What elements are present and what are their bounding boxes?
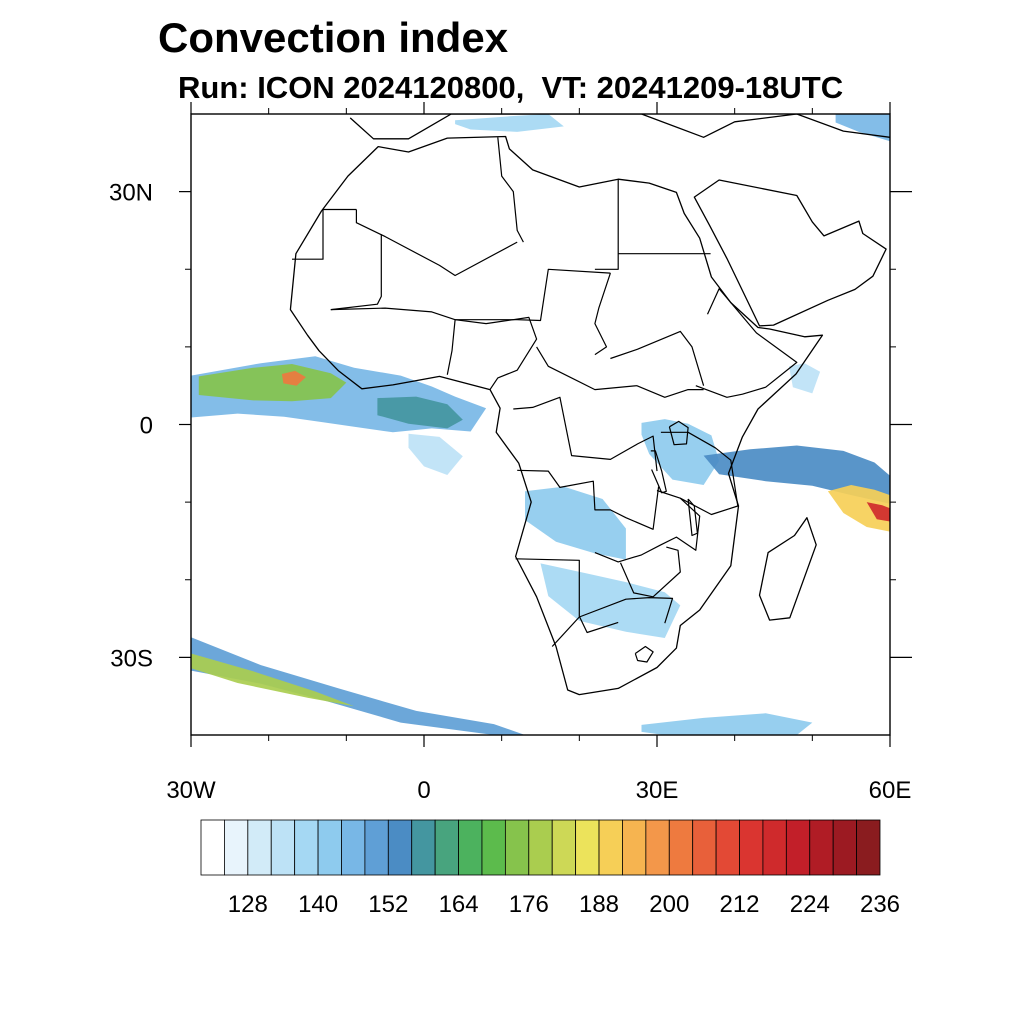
colorbar-box	[317, 819, 342, 876]
coastline-africa-coastline	[289, 135, 824, 696]
map-outlines	[289, 114, 890, 696]
colorbar-box	[200, 819, 225, 876]
colorbar-box	[715, 819, 740, 876]
colorbar-box	[247, 819, 272, 876]
border-border-algeria-libya	[497, 137, 524, 243]
field-northeast-corner	[835, 114, 890, 142]
field-indian-ocean-peak	[866, 502, 890, 522]
border-border-south-africa	[551, 596, 674, 647]
colorbar-label: 164	[439, 891, 479, 918]
border-border-nigeria	[446, 316, 538, 390]
border-border-congo-basin	[513, 396, 658, 472]
border-border-drc-angola	[517, 469, 660, 530]
field-atlantic-tail	[408, 433, 463, 475]
colorbar-box	[856, 819, 881, 876]
chart-title: Convection index	[158, 14, 509, 61]
border-border-cameroon-car	[536, 346, 704, 398]
border-border-namibia-botswana	[515, 558, 619, 634]
colorbar-box	[809, 819, 834, 876]
border-border-western-sahara	[292, 208, 357, 260]
colorbar-box	[434, 819, 459, 876]
border-border-ethiopia	[695, 288, 798, 398]
colorbar-box	[668, 819, 694, 876]
field-southern-storm-track	[191, 637, 525, 735]
colorbar-box	[528, 819, 553, 876]
colorbar: 128 140 152 164 176 188 200 212 224 236	[200, 819, 900, 918]
x-tick-label: 30W	[166, 777, 216, 804]
convection-fields	[191, 114, 890, 735]
coastline-iberia-europe-edge	[349, 114, 890, 140]
colorbar-box	[832, 819, 857, 876]
y-tick-label: 0	[140, 413, 153, 440]
colorbar-box	[739, 819, 764, 876]
colorbar-box	[598, 819, 623, 876]
colorbar-box	[411, 819, 436, 876]
x-tick-label: 0	[417, 777, 430, 804]
border-lake-malawi	[687, 498, 699, 537]
colorbar-label: 200	[649, 891, 689, 918]
colorbar-label: 128	[228, 891, 268, 918]
field-mediterranean	[455, 114, 564, 132]
colorbar-box	[481, 819, 506, 876]
colorbar-box	[270, 819, 296, 876]
colorbar-box	[785, 819, 811, 876]
border-lake-victoria	[668, 420, 689, 446]
colorbar-box	[364, 819, 389, 876]
colorbar-box	[622, 819, 647, 876]
field-somali-coast	[789, 363, 821, 394]
plot-frame	[190, 113, 891, 736]
border-border-chad-sudan	[594, 272, 611, 356]
colorbar-box	[294, 819, 319, 876]
colorbar-box	[504, 819, 530, 876]
colorbar-label: 236	[860, 891, 900, 918]
colorbar-box	[224, 819, 249, 876]
colorbar-label: 140	[298, 891, 338, 918]
border-lesotho	[634, 645, 654, 663]
coastline-madagascar	[758, 517, 817, 621]
field-angola-zambia	[525, 486, 626, 560]
border-border-zambia-mozambique	[594, 497, 701, 563]
colorbar-box	[341, 819, 366, 876]
field-indian-ocean-core	[827, 485, 890, 532]
border-border-tanzania	[656, 431, 739, 516]
border-border-sahara-north	[355, 209, 518, 277]
border-border-zimbabwe	[619, 546, 681, 598]
border-border-sahel	[330, 268, 611, 322]
field-tropical-atlantic-peak	[281, 370, 306, 386]
colorbar-box	[762, 819, 787, 876]
colorbar-label: 152	[368, 891, 408, 918]
field-east-africa-lakes	[641, 419, 720, 485]
field-gulf-of-guinea	[377, 396, 463, 429]
field-south-indian-ocean	[641, 713, 813, 735]
colorbar-box	[458, 819, 483, 876]
field-tropical-atlantic-core	[198, 364, 347, 402]
x-tick-label: 60E	[869, 777, 912, 804]
colorbar-box	[575, 819, 600, 876]
field-botswana-mozambique	[540, 563, 681, 638]
axis-ticks: 30W 0 30E 60E 30N 0 30S	[109, 102, 912, 804]
colorbar-label: 212	[719, 891, 759, 918]
colorbar-box	[692, 819, 717, 876]
chart-subtitle: Run: ICON 2024120800, VT: 20241209-18UTC	[178, 70, 844, 105]
colorbar-label: 224	[790, 891, 830, 918]
x-tick-label: 30E	[636, 777, 679, 804]
colorbar-label: 188	[579, 891, 619, 918]
border-border-south-sudan	[610, 330, 705, 386]
border-lake-tanganyika	[650, 450, 667, 494]
field-southern-storm-core	[191, 653, 355, 707]
y-tick-label: 30S	[110, 645, 153, 672]
colorbar-label: 176	[509, 891, 549, 918]
y-tick-label: 30N	[109, 180, 153, 207]
colorbar-box	[387, 819, 413, 876]
colorbar-box	[645, 819, 670, 876]
colorbar-box	[551, 819, 577, 876]
border-border-mauritania-mali	[330, 234, 382, 311]
border-border-libya-egypt	[594, 180, 619, 270]
coastline-arabian-peninsula	[693, 179, 887, 327]
